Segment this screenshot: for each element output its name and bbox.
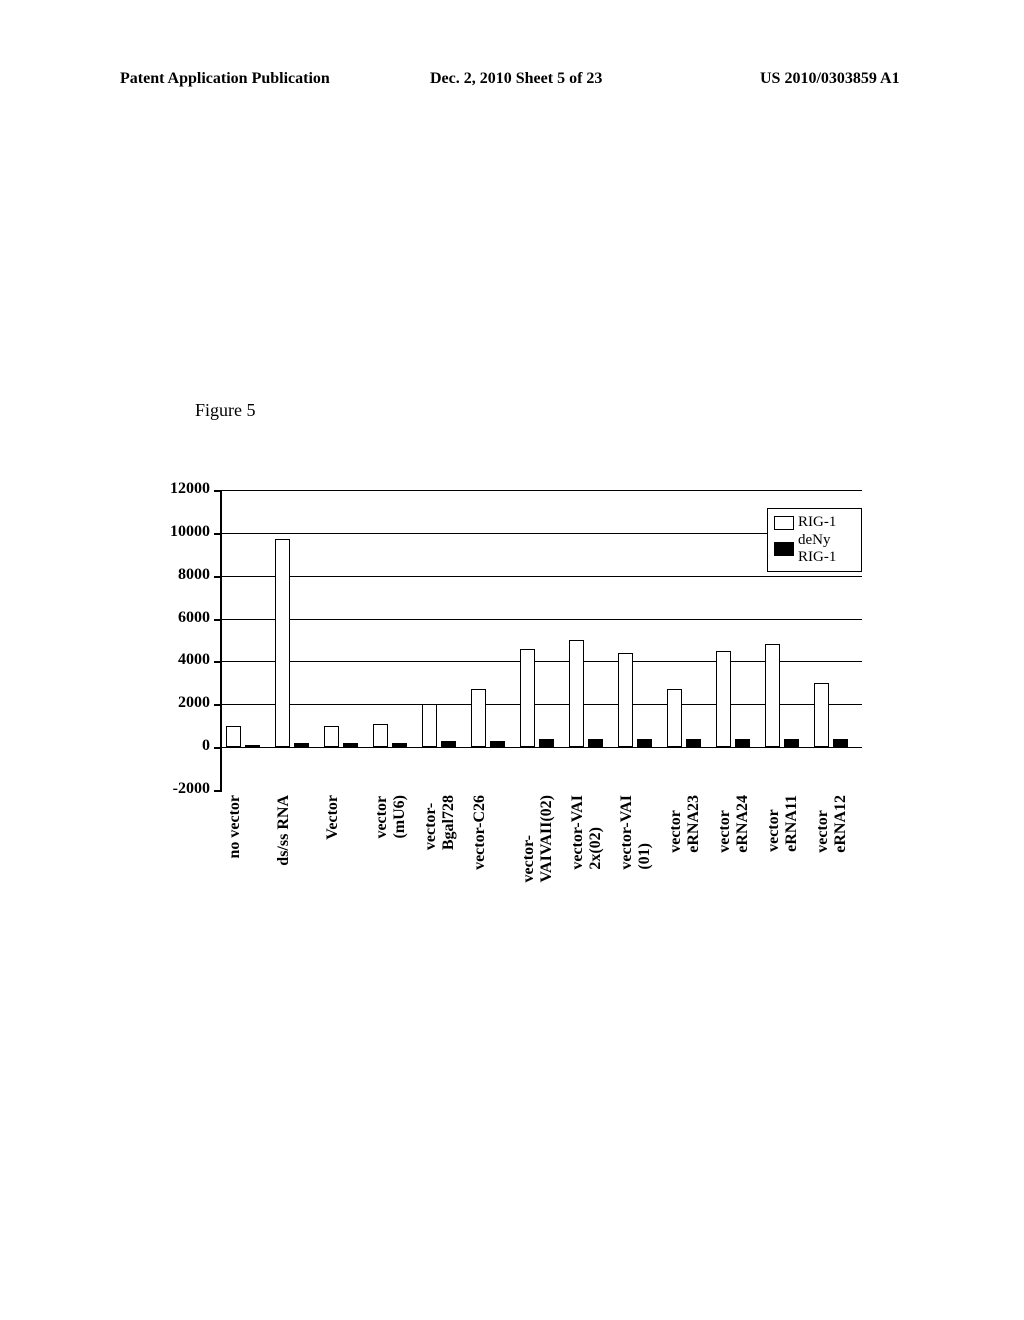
x-axis-label: vector eRNA11 [765, 795, 801, 852]
bar [490, 741, 505, 747]
bar [814, 683, 829, 747]
bar [471, 689, 486, 747]
bar [686, 739, 701, 748]
bar [716, 651, 731, 747]
bar [618, 653, 633, 747]
gridline [222, 747, 862, 748]
x-axis-label: vector-VAI (01) [618, 795, 654, 870]
bar [637, 739, 652, 748]
gridline [222, 490, 862, 491]
y-axis-label: 8000 [150, 566, 210, 584]
bar [539, 739, 554, 748]
y-tick [214, 790, 222, 792]
bar [226, 726, 241, 747]
y-axis-label: 0 [150, 737, 210, 755]
x-axis-label: vector eRNA12 [814, 795, 850, 853]
bar [520, 649, 535, 748]
x-axis-label: vector- VAIVAII(02) [520, 795, 556, 882]
bar [765, 644, 780, 747]
bar [422, 704, 437, 747]
figure-label: Figure 5 [195, 400, 256, 421]
bar [245, 745, 260, 747]
x-axis-label: vector- Bgal728 [422, 795, 458, 850]
bar [588, 739, 603, 748]
header-left: Patent Application Publication [120, 70, 330, 88]
x-axis-label: ds/ss RNA [275, 795, 293, 866]
x-axis-label: vector eRNA23 [667, 795, 703, 853]
y-tick [214, 747, 222, 749]
bar [275, 539, 290, 747]
y-tick [214, 704, 222, 706]
y-axis-label: 4000 [150, 651, 210, 669]
x-axis-label: Vector [324, 795, 342, 840]
y-axis-label: -2000 [150, 780, 210, 798]
y-axis-label: 10000 [150, 523, 210, 541]
x-axis-label: vector-C26 [471, 795, 489, 870]
bar [735, 739, 750, 748]
plot-area: RIG-1deNy RIG-1 [220, 490, 862, 790]
y-tick [214, 661, 222, 663]
x-axis-label: no vector [226, 795, 244, 859]
x-axis-label: vector (mU6) [373, 795, 409, 839]
x-axis-label: vector eRNA24 [716, 795, 752, 853]
legend-item: deNy RIG-1 [774, 532, 855, 566]
gridline [222, 533, 862, 534]
legend-label: deNy RIG-1 [798, 532, 855, 566]
y-tick [214, 619, 222, 621]
y-tick [214, 490, 222, 492]
bar [294, 743, 309, 747]
header-right: US 2010/0303859 A1 [760, 70, 900, 88]
gridline [222, 619, 862, 620]
legend-label: RIG-1 [798, 514, 836, 531]
y-axis-label: 12000 [150, 480, 210, 498]
bar [833, 739, 848, 748]
gridline [222, 576, 862, 577]
bar [324, 726, 339, 747]
y-tick [214, 576, 222, 578]
legend-swatch [774, 542, 794, 556]
bar [784, 739, 799, 748]
bar [667, 689, 682, 747]
y-axis-label: 6000 [150, 609, 210, 627]
bar [343, 743, 358, 747]
y-axis-label: 2000 [150, 694, 210, 712]
legend: RIG-1deNy RIG-1 [767, 508, 862, 572]
legend-item: RIG-1 [774, 514, 855, 531]
header-mid: Dec. 2, 2010 Sheet 5 of 23 [430, 70, 602, 88]
x-axis-label: vector-VAI 2x(02) [569, 795, 605, 870]
bar [392, 743, 407, 747]
bar [373, 724, 388, 748]
bar [441, 741, 456, 747]
chart: RIG-1deNy RIG-1 -20000200040006000800010… [160, 490, 880, 960]
bar [569, 640, 584, 747]
y-tick [214, 533, 222, 535]
legend-swatch [774, 516, 794, 530]
